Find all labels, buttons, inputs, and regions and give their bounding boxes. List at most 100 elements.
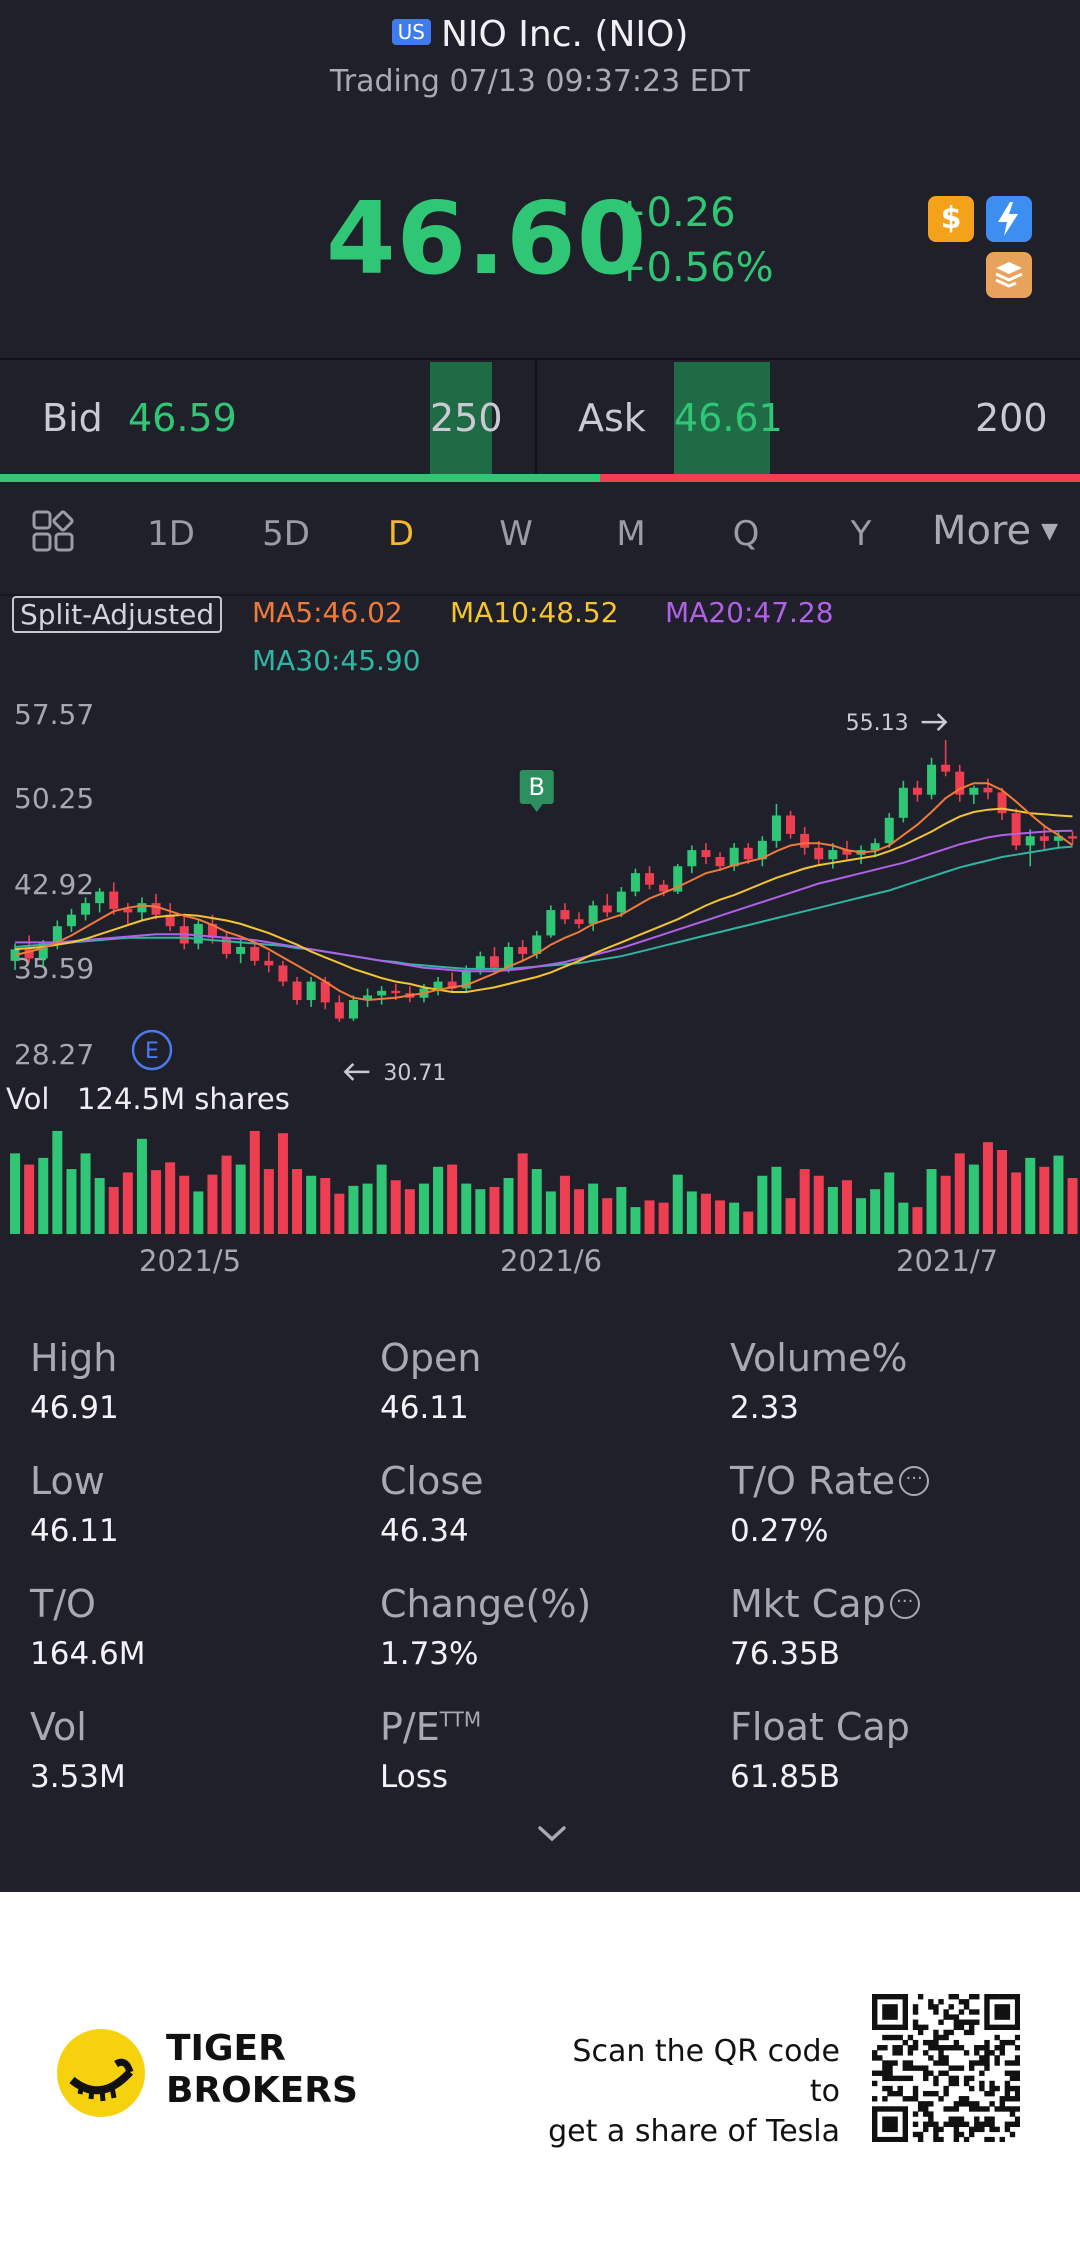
tab-day[interactable]: D <box>387 514 415 554</box>
qr-module <box>912 2111 919 2117</box>
candle-body <box>842 850 852 855</box>
qr-module <box>907 2034 914 2041</box>
ask-size-bar <box>674 362 770 476</box>
qr-module <box>943 2034 949 2041</box>
qr-module <box>872 2136 878 2142</box>
qr-module <box>892 2024 898 2031</box>
qr-module <box>984 2050 990 2056</box>
qr-module <box>979 2060 985 2066</box>
qr-module <box>887 1994 893 2000</box>
qr-module <box>1014 2014 1020 2020</box>
qr-module <box>989 2050 995 2056</box>
bid-price: 46.59 <box>128 396 237 440</box>
volume-bar <box>898 1202 909 1234</box>
qr-module <box>872 2126 878 2133</box>
candle-body <box>645 873 655 885</box>
promo-text: Scan the QR code to get a share of Tesla <box>540 2032 840 2152</box>
stat-value: 3.53M <box>30 1759 126 1795</box>
qr-module <box>872 2070 878 2076</box>
qr-module <box>882 2024 888 2031</box>
qr-module <box>943 2121 949 2127</box>
dollar-icon[interactable]: $ <box>928 196 974 242</box>
volume-bar <box>447 1164 458 1234</box>
tab-5d[interactable]: 5D <box>262 514 310 554</box>
qr-module <box>938 2060 944 2066</box>
qr-module <box>953 2106 960 2112</box>
candle-body <box>1011 813 1021 846</box>
qr-module <box>968 2029 975 2036</box>
qr-module <box>897 2034 903 2041</box>
qr-module <box>943 2070 949 2076</box>
volume-bar <box>602 1198 613 1234</box>
volume-bar <box>461 1183 472 1234</box>
earnings-event-label: E <box>145 1039 159 1064</box>
qr-module <box>902 2096 909 2102</box>
moving-averages-group <box>14 782 1074 1002</box>
qr-module <box>872 2116 878 2122</box>
qr-module <box>902 2004 909 2010</box>
chart-layout-icon[interactable] <box>32 510 76 554</box>
qr-module <box>1009 2039 1016 2046</box>
buy-marker-label: B <box>529 773 545 801</box>
qr-module <box>902 2065 909 2071</box>
qr-module <box>958 2009 965 2015</box>
candle-body <box>912 787 922 795</box>
candle-body <box>334 1002 344 1019</box>
candle-body <box>504 946 514 968</box>
qr-module <box>933 2045 939 2051</box>
volume-bar <box>94 1178 105 1234</box>
qr-module <box>917 2106 924 2112</box>
volume-bar <box>334 1193 345 1234</box>
candle-body <box>24 949 34 959</box>
qr-module <box>1014 2090 1020 2097</box>
tab-more[interactable]: More ▼ <box>932 508 1058 554</box>
tab-month[interactable]: M <box>616 514 646 554</box>
tab-week[interactable]: W <box>499 514 533 554</box>
qr-module <box>953 2080 960 2087</box>
caret-down-icon: ▼ <box>1041 519 1059 544</box>
qr-module <box>928 2090 934 2097</box>
split-adjusted-toggle[interactable]: Split-Adjusted <box>12 596 223 633</box>
qr-module <box>882 2034 888 2041</box>
candle-body <box>602 905 612 913</box>
qr-module <box>968 2131 975 2138</box>
qr-module <box>984 2004 990 2010</box>
qr-module <box>963 1999 970 2005</box>
candle-body <box>306 981 316 1001</box>
tab-1d[interactable]: 1D <box>147 514 195 554</box>
qr-module <box>887 2075 893 2082</box>
layers-icon[interactable] <box>986 252 1032 298</box>
qr-module <box>984 2019 990 2025</box>
candlestick-chart[interactable]: 55.13 30.71 E B <box>0 590 1080 1270</box>
qr-module <box>887 2014 893 2020</box>
qr-module <box>1004 2039 1011 2046</box>
qr-module <box>887 2121 893 2127</box>
qr-module <box>953 2065 960 2071</box>
candle-body <box>532 935 542 954</box>
candle-body <box>616 891 626 913</box>
qr-module <box>928 2070 934 2076</box>
y-tick-label: 50.25 <box>14 782 95 815</box>
more-info-icon[interactable]: ··· <box>899 1465 930 1496</box>
flash-icon[interactable] <box>986 196 1032 242</box>
tab-quarter[interactable]: Q <box>732 514 760 554</box>
qr-module <box>984 1994 990 2000</box>
qr-module <box>887 2090 893 2097</box>
ma5-legend: MA5:46.02 <box>252 596 403 629</box>
qr-module <box>984 1999 990 2005</box>
qr-code-image[interactable] <box>872 1994 1020 2142</box>
chevron-down-icon[interactable] <box>532 1818 572 1848</box>
last-price: 46.60 <box>326 180 648 297</box>
qr-module <box>1009 2121 1016 2127</box>
candle-body <box>123 908 133 913</box>
tab-year[interactable]: Y <box>850 514 872 554</box>
more-info-icon[interactable]: ··· <box>889 1588 920 1619</box>
qr-module <box>1014 1994 1020 2000</box>
y-tick-label: 42.92 <box>14 868 95 901</box>
qr-module <box>882 1994 888 2000</box>
candle-body <box>715 857 725 867</box>
qr-module <box>943 2085 949 2092</box>
qr-module <box>1014 2121 1020 2127</box>
qr-module <box>1004 2080 1011 2087</box>
qr-module <box>974 2106 980 2112</box>
